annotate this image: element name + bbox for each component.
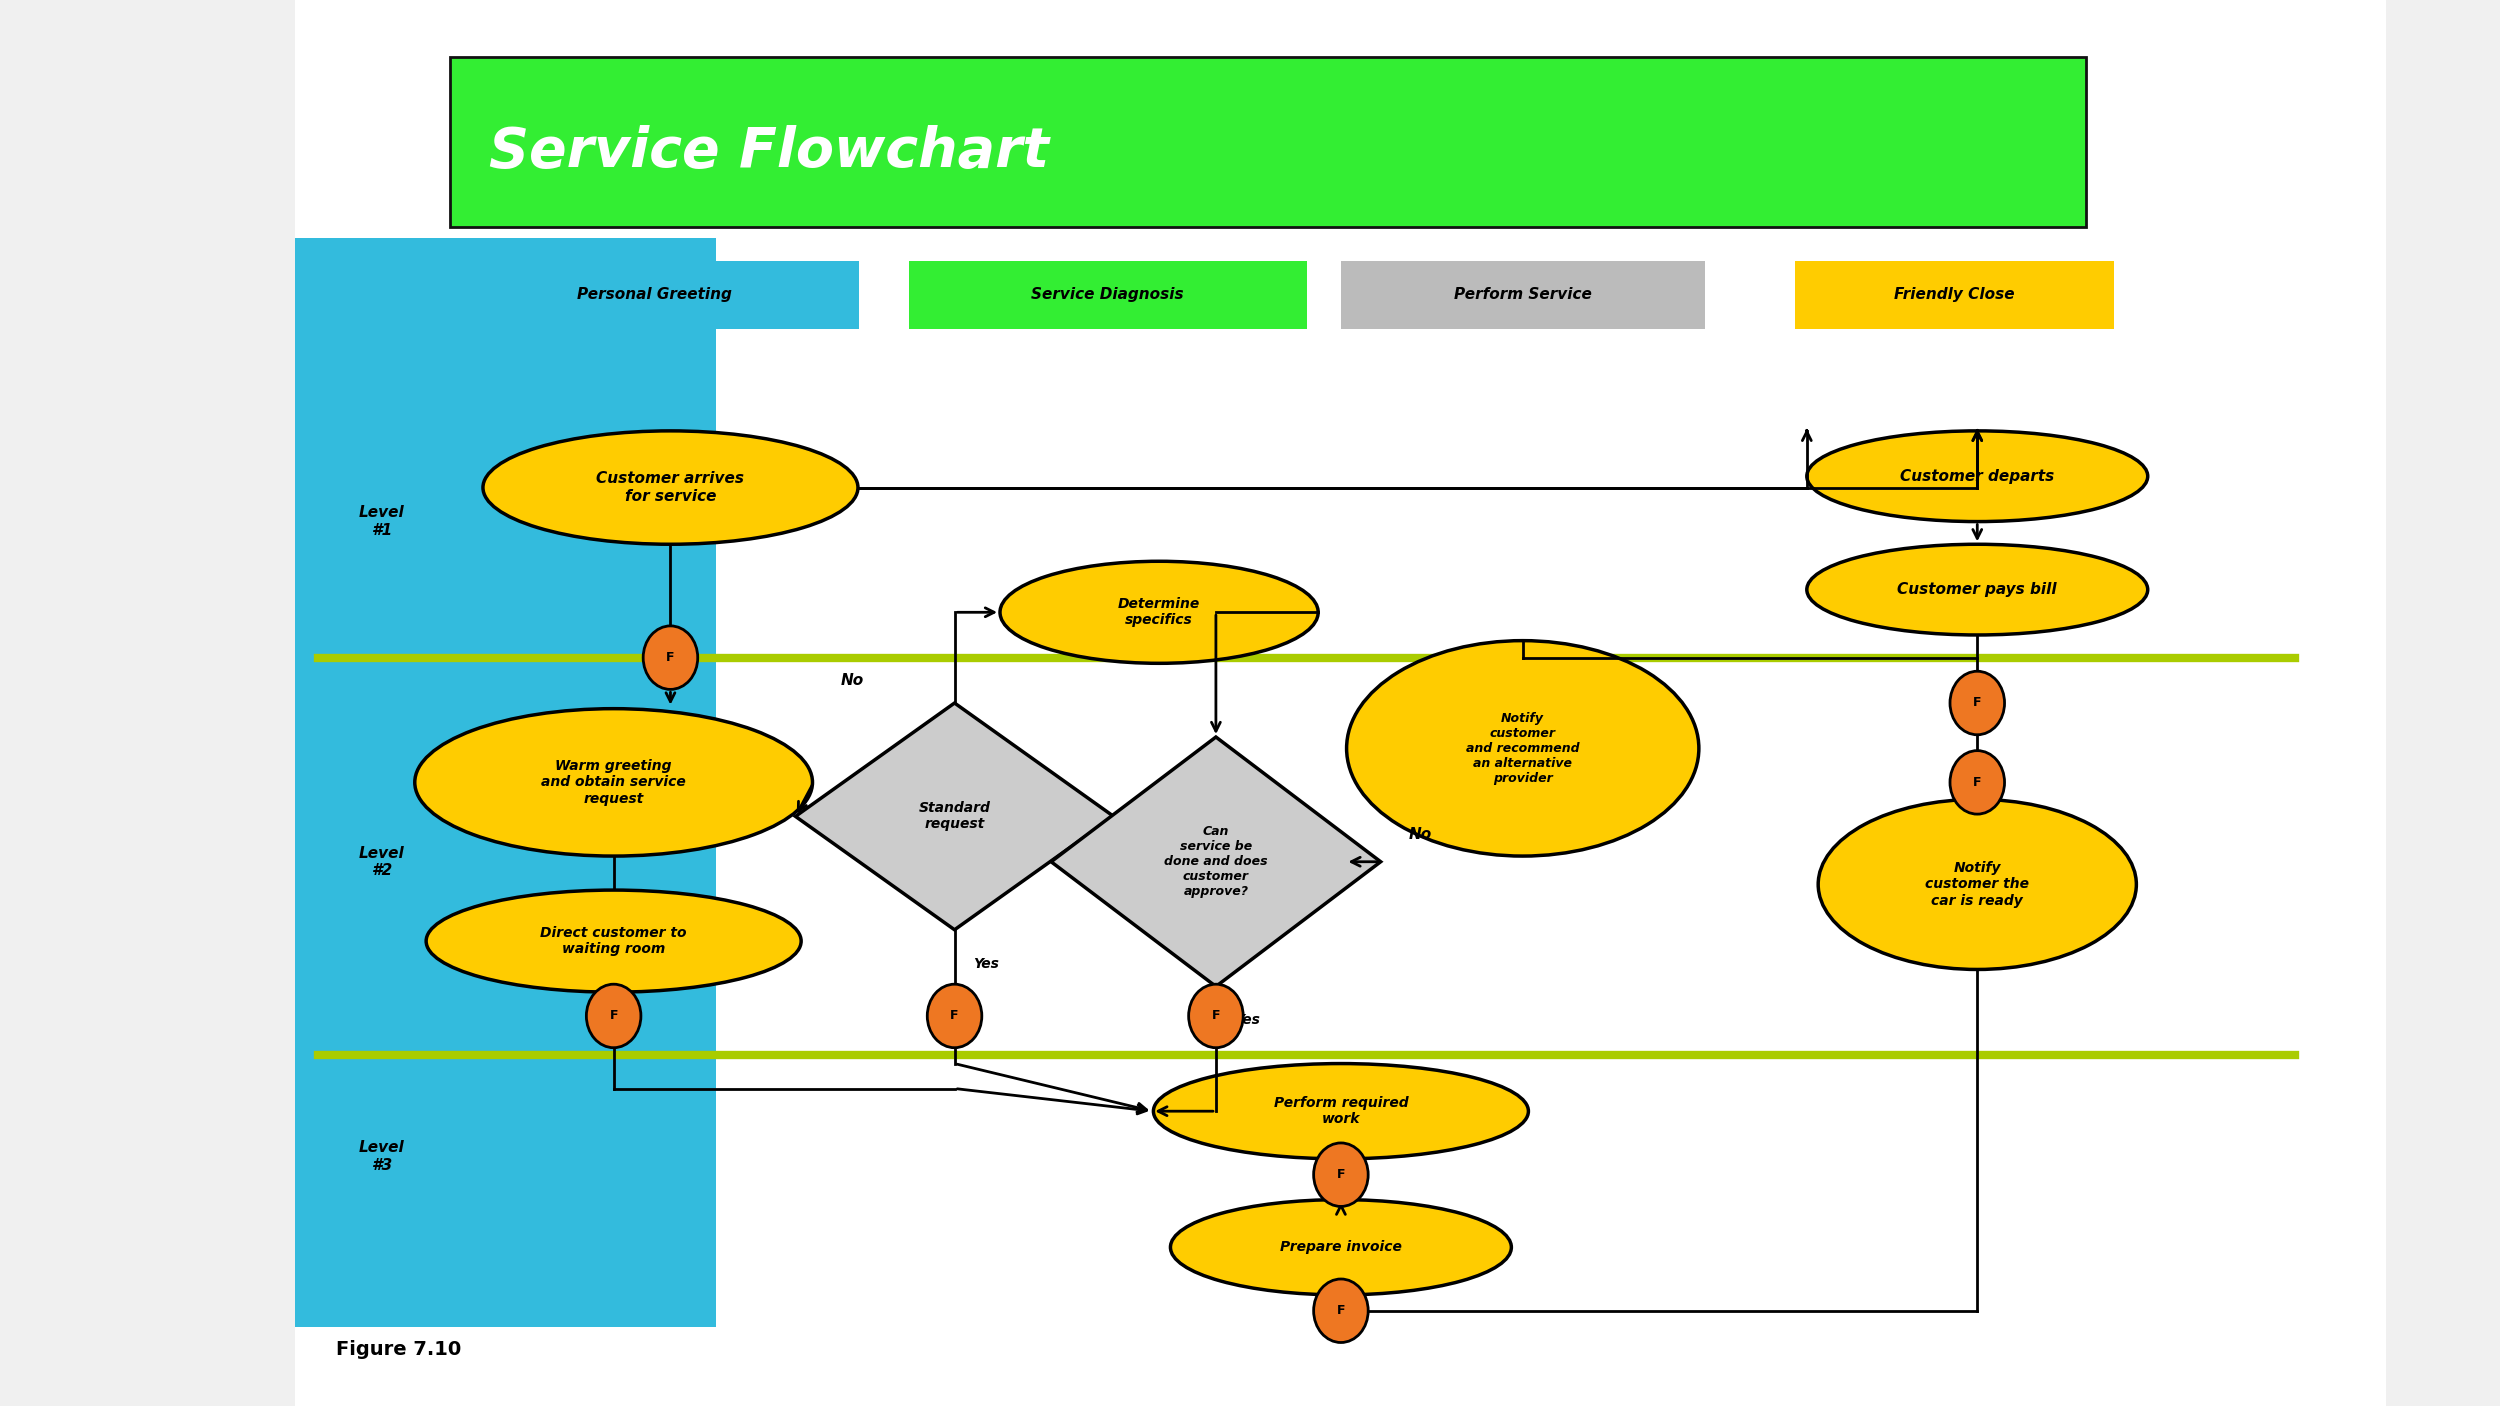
- Text: Yes: Yes: [1235, 1014, 1260, 1028]
- Ellipse shape: [1818, 800, 2138, 970]
- Text: F: F: [1972, 696, 1982, 710]
- Text: Direct customer to
waiting room: Direct customer to waiting room: [540, 927, 688, 956]
- Ellipse shape: [1000, 561, 1318, 664]
- Bar: [295, 0, 2388, 1406]
- Text: Level
#1: Level #1: [360, 505, 405, 537]
- Text: Customer pays bill: Customer pays bill: [1898, 582, 2058, 598]
- Bar: [450, 56, 2088, 226]
- Text: F: F: [1972, 776, 1982, 789]
- Text: F: F: [950, 1010, 960, 1022]
- Text: Perform required
work: Perform required work: [1272, 1097, 1407, 1126]
- Ellipse shape: [642, 626, 698, 689]
- Ellipse shape: [1312, 1143, 1368, 1206]
- Text: Notify
customer
and recommend
an alternative
provider: Notify customer and recommend an alterna…: [1465, 711, 1580, 785]
- Text: Prepare invoice: Prepare invoice: [1280, 1240, 1402, 1254]
- Text: Notify
customer the
car is ready: Notify customer the car is ready: [1925, 862, 2030, 908]
- Text: F: F: [665, 651, 675, 664]
- Bar: [295, 238, 715, 1327]
- Text: Warm greeting
and obtain service
request: Warm greeting and obtain service request: [542, 759, 685, 806]
- Text: F: F: [610, 1010, 618, 1022]
- Ellipse shape: [1348, 641, 1700, 856]
- Text: Perform Service: Perform Service: [1455, 287, 1592, 302]
- Text: Friendly Close: Friendly Close: [1895, 287, 2015, 302]
- Text: Personal Greeting: Personal Greeting: [578, 287, 732, 302]
- Bar: [1795, 260, 2112, 329]
- Text: Customer arrives
for service: Customer arrives for service: [598, 471, 745, 503]
- Text: Figure 7.10: Figure 7.10: [338, 1340, 462, 1358]
- Text: No: No: [840, 673, 865, 688]
- Text: F: F: [1338, 1305, 1345, 1317]
- Text: Level
#3: Level #3: [360, 1140, 405, 1173]
- Text: F: F: [1338, 1168, 1345, 1181]
- Bar: [910, 260, 1308, 329]
- Ellipse shape: [1808, 430, 2148, 522]
- Text: F: F: [1212, 1010, 1220, 1022]
- Ellipse shape: [1188, 984, 1242, 1047]
- Text: Service Flowchart: Service Flowchart: [488, 125, 1048, 179]
- Bar: [450, 260, 860, 329]
- Polygon shape: [1050, 737, 1380, 987]
- Polygon shape: [795, 703, 1112, 929]
- Ellipse shape: [415, 709, 812, 856]
- Ellipse shape: [1170, 1199, 1512, 1295]
- Ellipse shape: [1152, 1063, 1528, 1159]
- Text: Customer departs: Customer departs: [1900, 468, 2055, 484]
- Ellipse shape: [928, 984, 982, 1047]
- Bar: [1340, 260, 1705, 329]
- Text: Level
#2: Level #2: [360, 845, 405, 877]
- Ellipse shape: [1950, 751, 2005, 814]
- Ellipse shape: [425, 890, 800, 993]
- Ellipse shape: [588, 984, 640, 1047]
- Text: Yes: Yes: [972, 957, 998, 970]
- Ellipse shape: [1808, 544, 2148, 636]
- Ellipse shape: [482, 430, 858, 544]
- Text: Standard
request: Standard request: [918, 801, 990, 831]
- Text: Can
service be
done and does
customer
approve?: Can service be done and does customer ap…: [1165, 825, 1268, 898]
- Text: No: No: [1410, 827, 1432, 842]
- Ellipse shape: [1312, 1279, 1368, 1343]
- Ellipse shape: [1950, 671, 2005, 735]
- Text: Service Diagnosis: Service Diagnosis: [1030, 287, 1182, 302]
- Text: Determine
specifics: Determine specifics: [1118, 598, 1200, 627]
